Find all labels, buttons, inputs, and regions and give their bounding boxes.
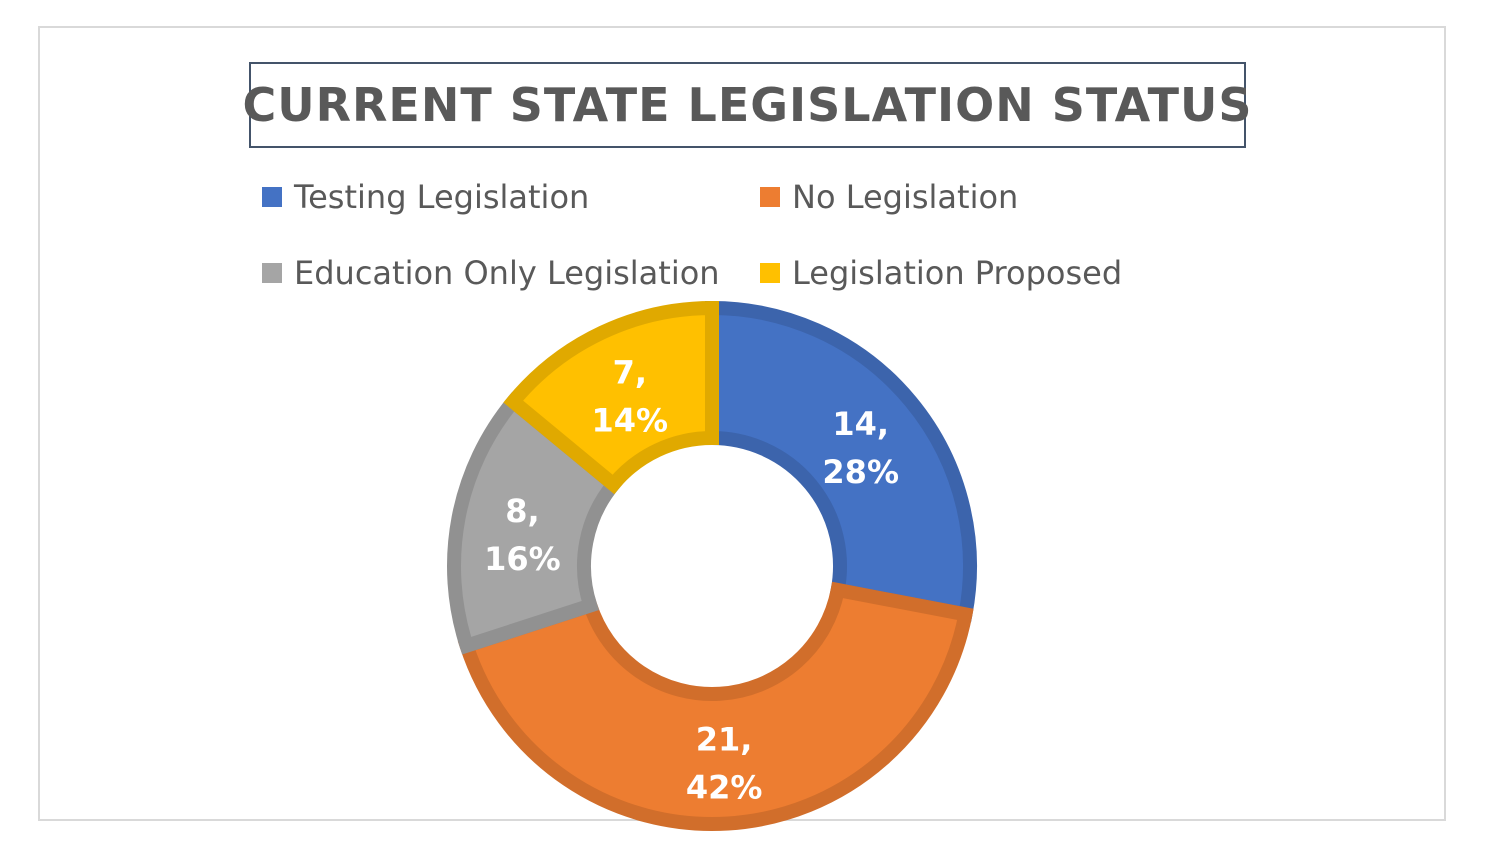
legend-swatch-testing <box>262 187 282 207</box>
legend-swatch-education <box>262 263 282 283</box>
donut-slice-0 <box>705 300 977 623</box>
slice-label-1: 21, 42% <box>686 721 763 807</box>
donut-slice-1 <box>457 581 974 831</box>
donut-slice-2 <box>447 391 624 655</box>
legend-swatch-proposed <box>760 263 780 283</box>
legend-item-no-legislation: No Legislation <box>760 177 1018 217</box>
slice-label-3: 7, 14% <box>592 353 669 439</box>
legend-label-testing: Testing Legislation <box>294 178 590 216</box>
legend-item-testing: Testing Legislation <box>262 177 589 217</box>
slice-label-0: 14, 28% <box>822 405 899 491</box>
donut-slice-3 <box>503 300 719 495</box>
legend-label-proposed: Legislation Proposed <box>792 254 1123 292</box>
slice-label-2: 8, 16% <box>484 492 561 578</box>
legend-item-education: Education Only Legislation <box>262 253 720 293</box>
legend-swatch-no-legislation <box>760 187 780 207</box>
legend-label-education: Education Only Legislation <box>294 254 720 292</box>
legend-item-proposed: Legislation Proposed <box>760 253 1122 293</box>
chart-title: CURRENT STATE LEGISLATION STATUS <box>242 78 1253 132</box>
chart-title-box: CURRENT STATE LEGISLATION STATUS <box>242 62 1252 148</box>
legend-label-no-legislation: No Legislation <box>792 178 1019 216</box>
